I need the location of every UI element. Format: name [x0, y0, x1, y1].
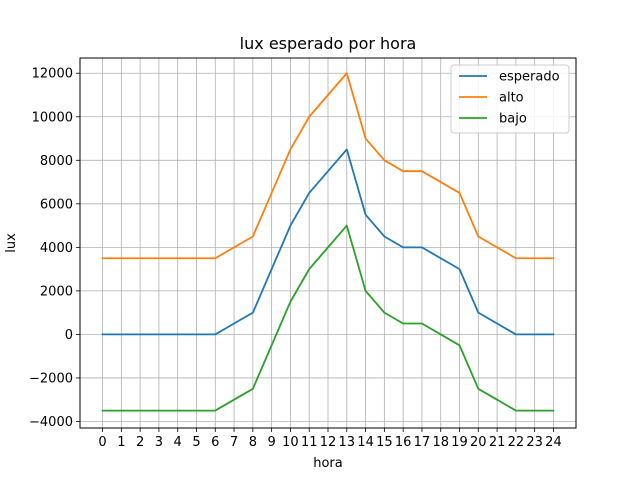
x-tick-label: 1 — [117, 435, 125, 450]
y-tick-label: 2000 — [40, 284, 73, 299]
x-tick-label: 13 — [339, 435, 356, 450]
x-tick-label: 9 — [267, 435, 275, 450]
y-axis: −4000 −2000 0 2000 4000 6000 8000 10000 12000 — [29, 67, 80, 430]
x-tick-label: 5 — [192, 435, 200, 450]
x-tick-label: 10 — [282, 435, 299, 450]
y-axis-label: lux — [4, 233, 19, 253]
x-tick-label: 14 — [357, 435, 374, 450]
x-tick-label: 18 — [432, 435, 449, 450]
x-tick-label: 16 — [395, 435, 412, 450]
x-tick-label: 8 — [249, 435, 257, 450]
x-tick-label: 22 — [508, 435, 525, 450]
x-tick-label: 19 — [451, 435, 468, 450]
x-tick-label: 20 — [470, 435, 487, 450]
legend: esperado alto bajo — [450, 64, 570, 134]
x-tick-label: 17 — [414, 435, 431, 450]
y-tick-label: 8000 — [40, 154, 73, 169]
y-tick-label: −2000 — [29, 371, 73, 386]
x-tick-label: 4 — [174, 435, 182, 450]
x-tick-label: 0 — [98, 435, 106, 450]
x-tick-label: 11 — [301, 435, 318, 450]
x-tick-label: 23 — [526, 435, 543, 450]
y-tick-label: 6000 — [40, 197, 73, 212]
x-tick-label: 15 — [376, 435, 393, 450]
legend-box — [450, 64, 570, 134]
x-axis-label: hora — [313, 456, 343, 471]
x-axis: 0 1 2 3 4 5 6 7 8 9 10 11 12 13 14 15 16 17 18 19 20 21 22 23 24 — [98, 428, 562, 450]
legend-label-esperado: esperado — [499, 70, 560, 85]
legend-label-alto: alto — [499, 91, 524, 106]
y-tick-label: 12000 — [32, 67, 73, 82]
series-layer — [101, 72, 555, 412]
x-tick-label: 6 — [211, 435, 219, 450]
x-tick-label: 2 — [136, 435, 144, 450]
x-tick-label: 21 — [489, 435, 506, 450]
y-tick-label: 0 — [65, 328, 73, 343]
x-tick-label: 12 — [320, 435, 337, 450]
x-tick-label: 7 — [230, 435, 238, 450]
series-line-esperado — [101, 148, 555, 336]
y-tick-label: −4000 — [29, 415, 73, 430]
series-line-alto — [101, 72, 555, 260]
legend-label-bajo: bajo — [499, 112, 527, 127]
x-tick-label: 3 — [155, 435, 163, 450]
y-tick-label: 10000 — [32, 110, 73, 125]
chart-title: lux esperado por hora — [240, 34, 417, 53]
y-tick-label: 4000 — [40, 241, 73, 256]
series-line-bajo — [101, 224, 555, 412]
x-tick-label: 24 — [545, 435, 562, 450]
